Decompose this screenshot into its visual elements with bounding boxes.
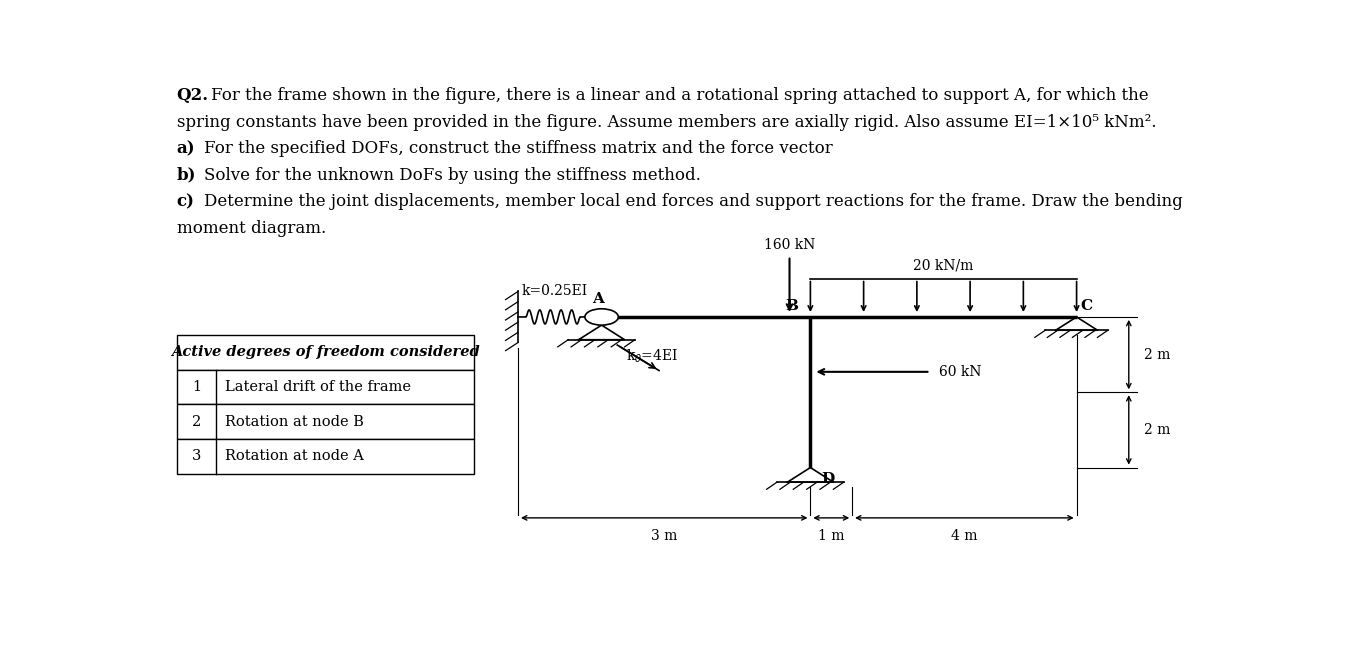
Text: 1: 1 bbox=[193, 380, 201, 394]
Text: D: D bbox=[820, 471, 834, 485]
Text: b): b) bbox=[176, 167, 197, 184]
Text: 2: 2 bbox=[191, 414, 201, 428]
Text: For the specified DOFs, construct the stiffness matrix and the force vector: For the specified DOFs, construct the st… bbox=[203, 141, 832, 157]
Text: 2 m: 2 m bbox=[1145, 423, 1171, 437]
Text: 160 kN: 160 kN bbox=[764, 237, 815, 251]
Bar bbox=[176, 404, 474, 439]
Text: Solve for the unknown DoFs by using the stiffness method.: Solve for the unknown DoFs by using the … bbox=[203, 167, 700, 184]
Text: For the frame shown in the figure, there is a linear and a rotational spring att: For the frame shown in the figure, there… bbox=[211, 88, 1149, 104]
Text: C: C bbox=[1080, 299, 1092, 313]
Text: k$_\theta$=4EI: k$_\theta$=4EI bbox=[625, 347, 678, 365]
Text: a): a) bbox=[176, 141, 195, 157]
Text: 2 m: 2 m bbox=[1145, 347, 1171, 361]
Text: moment diagram.: moment diagram. bbox=[176, 220, 326, 237]
Text: 4 m: 4 m bbox=[951, 529, 978, 543]
Text: A: A bbox=[593, 292, 605, 306]
Bar bbox=[176, 439, 474, 473]
Text: B: B bbox=[785, 299, 797, 313]
Text: Determine the joint displacements, member local end forces and support reactions: Determine the joint displacements, membe… bbox=[203, 194, 1183, 210]
Text: Rotation at node A: Rotation at node A bbox=[225, 450, 364, 463]
Text: 1 m: 1 m bbox=[818, 529, 845, 543]
Text: Lateral drift of the frame: Lateral drift of the frame bbox=[225, 380, 411, 394]
Text: Rotation at node B: Rotation at node B bbox=[225, 414, 364, 428]
Text: 3 m: 3 m bbox=[651, 529, 678, 543]
Text: Q2.: Q2. bbox=[176, 88, 209, 104]
Text: 60 kN: 60 kN bbox=[939, 365, 982, 379]
Bar bbox=[176, 369, 474, 404]
Text: 20 kN/m: 20 kN/m bbox=[913, 259, 974, 272]
Text: 3: 3 bbox=[191, 450, 201, 463]
Text: spring constants have been provided in the figure. Assume members are axially ri: spring constants have been provided in t… bbox=[176, 114, 1156, 131]
Text: k=0.25EI: k=0.25EI bbox=[521, 284, 587, 298]
Text: Active degrees of freedom considered: Active degrees of freedom considered bbox=[171, 345, 480, 359]
Circle shape bbox=[585, 309, 618, 325]
Bar bbox=[176, 335, 474, 369]
Text: c): c) bbox=[176, 194, 195, 210]
